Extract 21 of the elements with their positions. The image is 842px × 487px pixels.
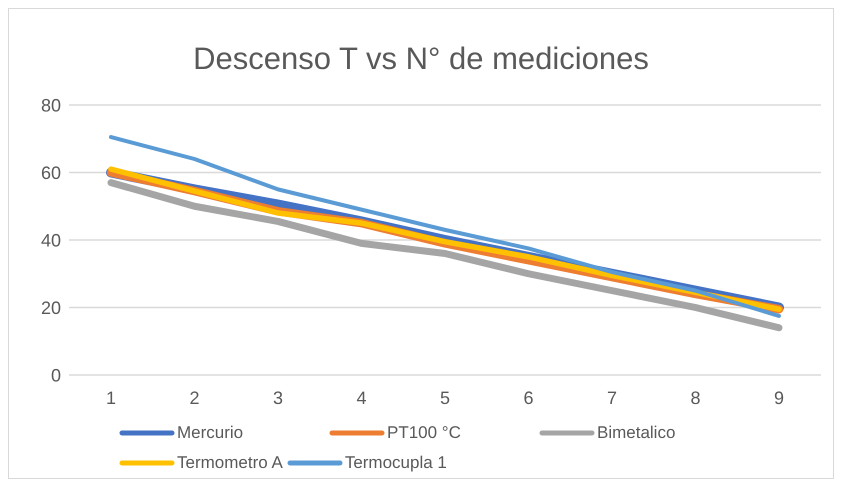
x-tick-label: 7: [606, 388, 618, 408]
legend-label: Bimetalico: [597, 423, 676, 443]
legend-label: Mercurio: [177, 423, 244, 443]
x-tick-label: 9: [774, 388, 784, 408]
y-tick-label: 0: [50, 365, 61, 386]
line-series: [109, 135, 781, 318]
x-tick-label: 5: [440, 388, 450, 408]
chart-title: Descenso T vs N° de mediciones: [192, 40, 650, 78]
x-tick-label: 8: [690, 388, 701, 408]
x-tick-label: 6: [523, 388, 534, 408]
legend-label: Termometro A: [177, 453, 283, 473]
x-tick-label: 3: [272, 388, 284, 408]
y-tick-label: 20: [40, 298, 61, 318]
x-tick-label: 4: [356, 388, 367, 408]
y-tick-label: 40: [40, 230, 61, 250]
legend-label: Termocupla 1: [344, 453, 447, 473]
x-tick-label: 1: [106, 388, 116, 408]
y-tick-label: 80: [40, 95, 61, 116]
y-tick-label: 60: [40, 162, 61, 183]
x-tick-label: 2: [189, 388, 200, 408]
legend-label: PT100 °C: [387, 423, 461, 443]
